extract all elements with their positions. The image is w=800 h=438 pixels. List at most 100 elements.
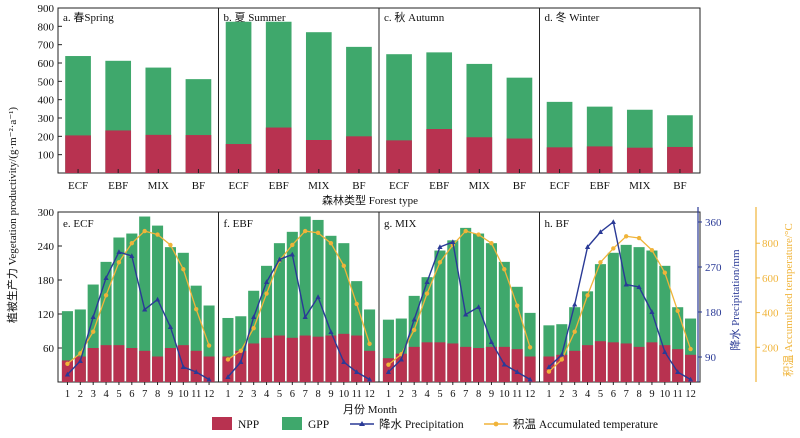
bottom-x-tick-label: 12 [685,389,696,400]
npp-bar [466,137,493,173]
temperature-point [65,361,70,366]
npp-bar [105,130,132,173]
temperature-point [181,267,186,272]
bottom-x-tick-label: 12 [364,389,375,400]
temperature-point [367,341,372,347]
precipitation-point [77,358,83,363]
gpp-bar [447,240,459,382]
gpp-bar [395,318,407,382]
gpp-bar [351,281,363,382]
bottom-x-tick-label: 2 [399,389,404,400]
bottom-panel-label: g. MIX [384,218,416,230]
npp-bar [145,134,172,173]
precipitation-point [584,244,591,249]
npp-bar [586,146,613,173]
temperature-point [155,232,160,237]
bottom-x-tick-label: 2 [559,389,564,400]
bottom-x-tick-label: 3 [251,389,256,400]
precipitation-point [251,314,257,319]
precipitation-point [610,219,616,224]
bottom-x-tick-label: 1 [225,389,230,400]
gpp-bar [312,219,324,382]
temperature-point [386,362,391,367]
temperature-point [546,369,552,374]
bottom-x-tick-label: 6 [450,389,455,400]
temperature-axis-tick-label: 600 [762,273,779,285]
precipitation-point [193,369,199,374]
bottom-x-tick-label: 2 [78,389,83,400]
gpp-bar [338,243,350,382]
temperature-point [341,263,347,268]
precipitation-point [238,359,244,364]
temperature-line [227,230,371,360]
bottom-x-tick-label: 10 [660,389,671,400]
gpp-bar [164,247,176,382]
precipitation-point [276,256,283,262]
precipitation-point [385,369,392,374]
npp-bar [556,354,568,382]
bottom-panel-label: h. BF [545,218,569,230]
gpp-bar [382,319,394,382]
temperature-point [649,247,655,253]
gpp-bar [61,311,73,382]
npp-bar [672,349,684,382]
npp-bar [225,144,252,173]
bottom-x-tick-label: 4 [264,389,270,400]
temperature-axis-tick-label: 800 [762,238,779,250]
temperature-point [623,234,629,239]
gpp-bar [485,243,497,382]
npp-bar [485,346,497,382]
precipitation-point [116,249,122,254]
precipitation-point [488,339,495,344]
temperature-point [264,291,269,296]
bottom-x-tick-label: 9 [489,389,494,400]
npp-bar [185,135,212,173]
temperature-point [585,293,590,298]
gpp-bar [633,247,645,382]
precipitation-point [167,324,174,329]
top-x-tick-label: MIX [629,180,650,192]
bottom-x-tick-label: 8 [155,389,160,400]
npp-bar [113,345,125,382]
temperature-point [193,306,199,312]
precipitation-point [354,369,360,374]
bottom-x-tick-label: 6 [611,389,616,400]
y3-axis-label: 积温 Accumulated temperature/°C [782,223,795,376]
temperature-axis-tick-label: 200 [762,342,779,354]
precipitation-point [450,239,456,244]
gpp-bar [273,243,285,382]
gpp-bar [569,307,581,382]
bottom-x-tick-label: 4 [585,389,591,400]
bottom-x-tick-label: 5 [116,389,121,400]
npp-bar [338,333,350,382]
bottom-x-tick-label: 7 [624,389,629,400]
precipitation-point [546,364,552,369]
temperature-point [206,343,212,348]
bottom-x-tick-label: 10 [339,389,350,400]
npp-bar [524,356,536,382]
top-panel-label: d. 冬 Winter [545,10,600,24]
temperature-point [328,241,334,246]
temp-legend-label: 积温 Accumulated temperature [513,417,658,431]
temperature-point [168,242,173,248]
bottom-x-tick-label: 11 [673,389,683,400]
bottom-x-tick-label: 11 [352,389,362,400]
npp-bar [325,335,337,382]
npp-bar [261,337,273,382]
temp-legend-marker [493,421,499,427]
top-x-tick-label: MIX [469,180,490,192]
temperature-point [611,246,616,251]
gpp-bar [659,265,671,382]
bottom-x-tick-label: 4 [424,389,430,400]
temperature-point [424,291,430,296]
bottom-x-tick-label: 9 [649,389,654,400]
gpp-bar [646,250,658,382]
precipitation-point [514,369,520,374]
npp-bar [408,346,420,382]
bottom-x-tick-label: 7 [303,389,308,400]
precipitation-point [559,351,565,357]
top-x-tick-label: EBF [108,180,128,192]
gpp-bar [620,244,632,382]
precipitation-point [501,361,507,367]
